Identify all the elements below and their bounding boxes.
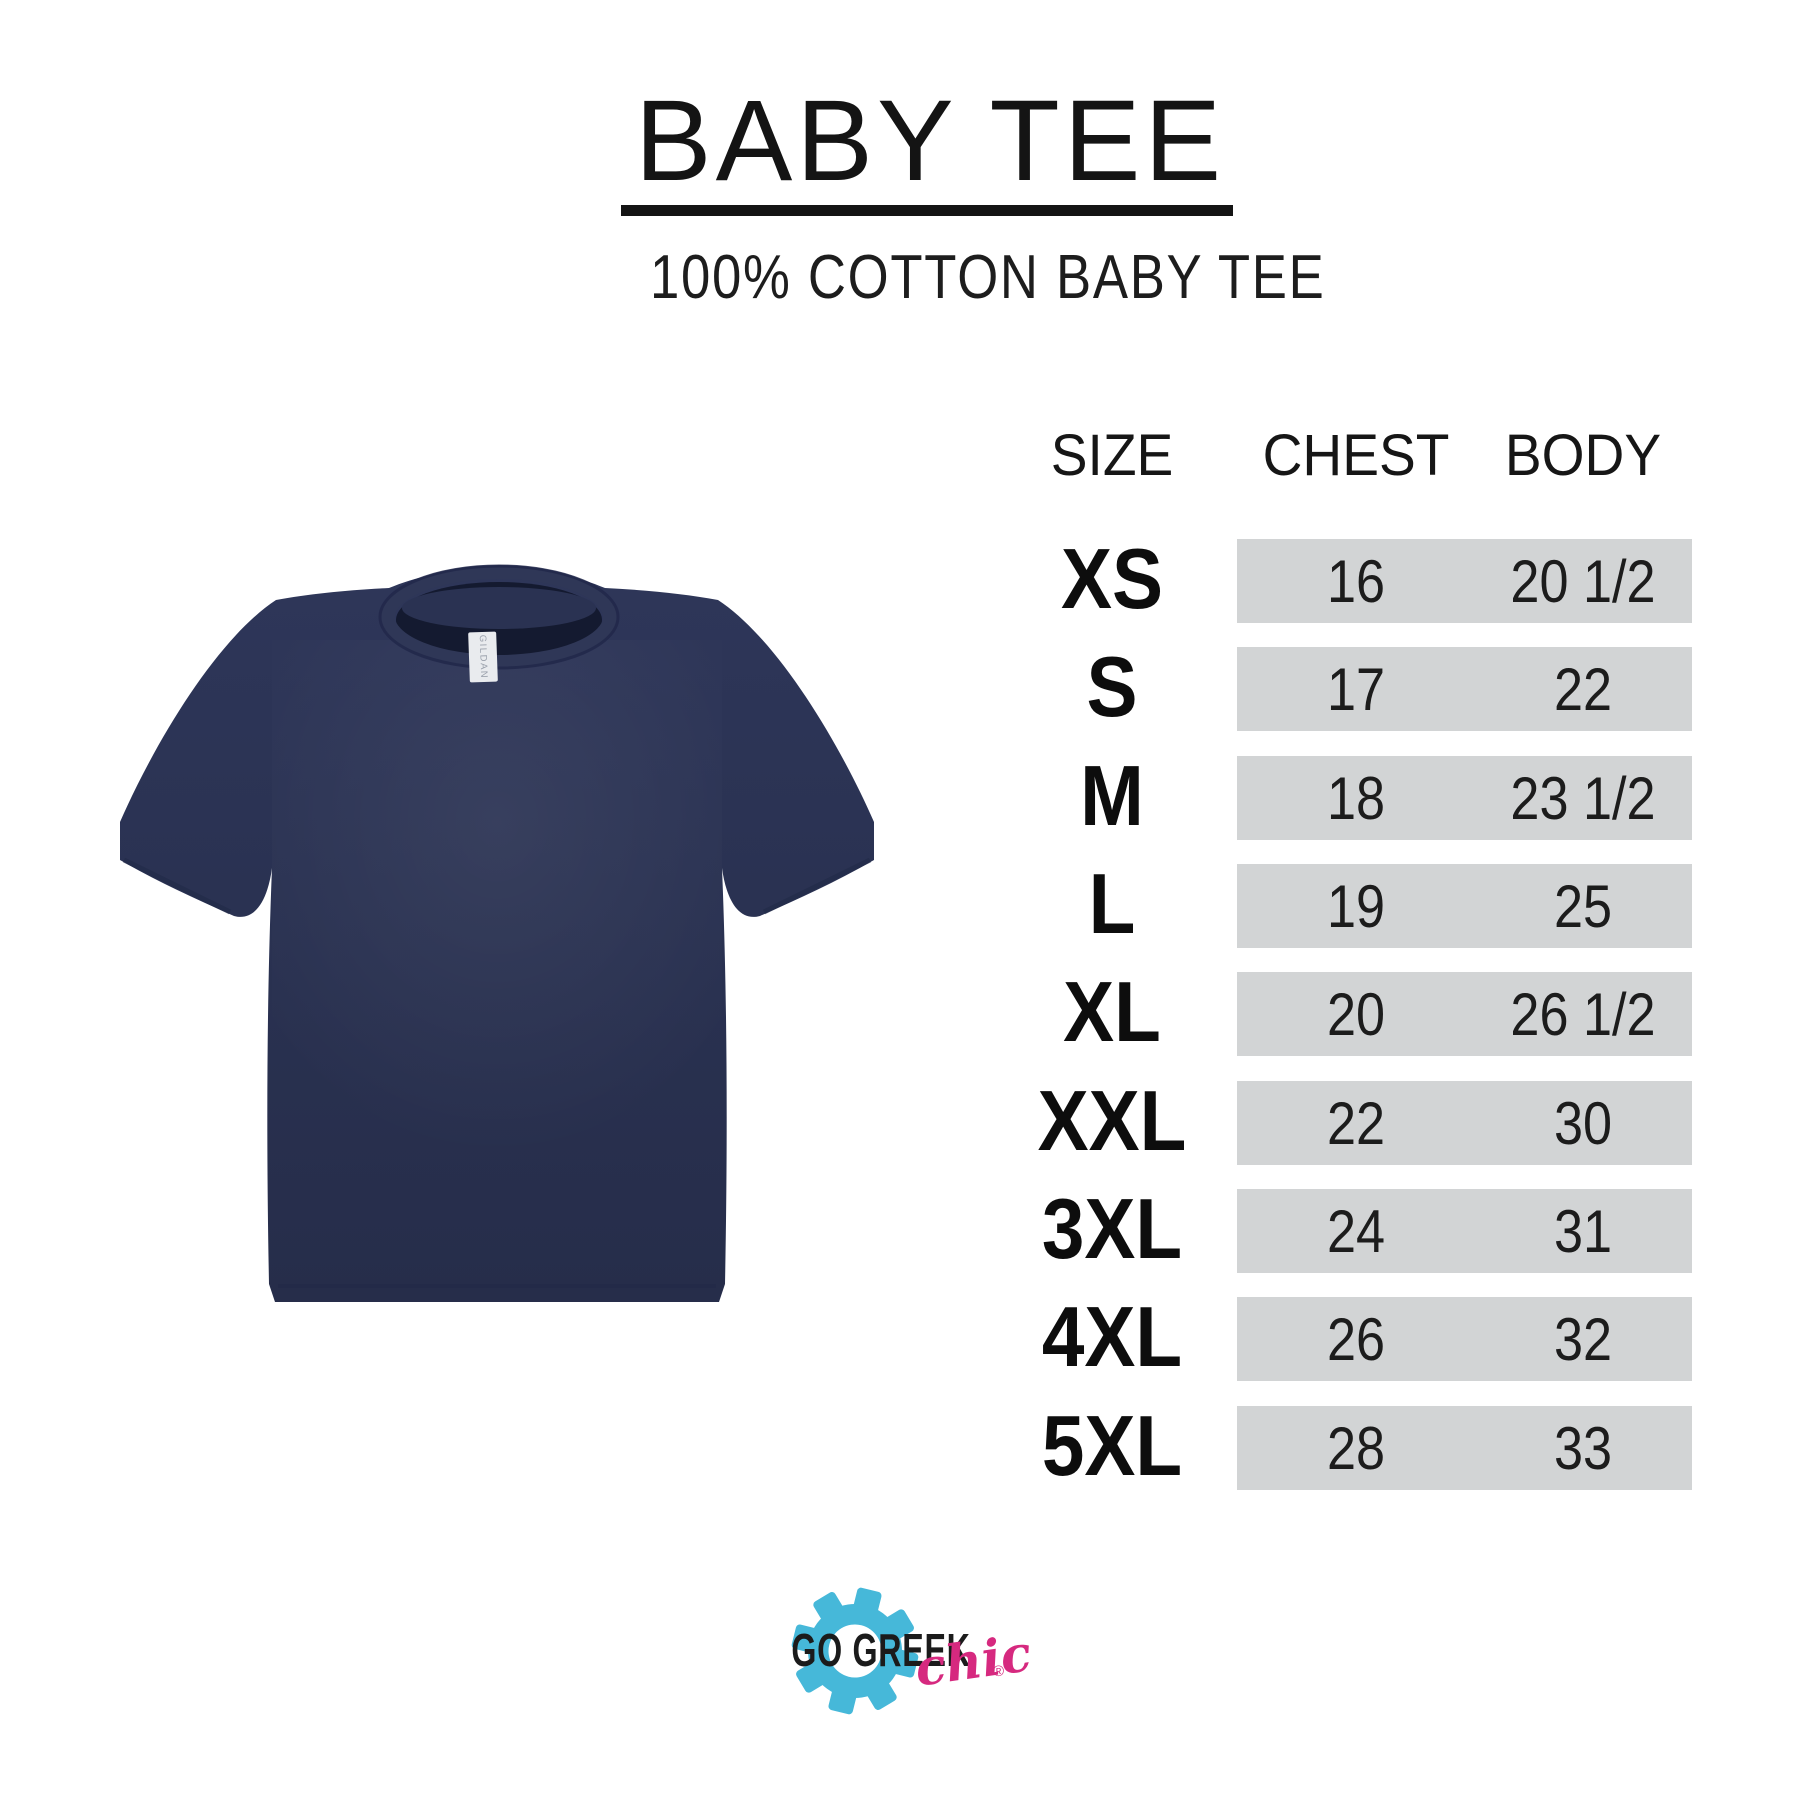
size-row-4xl: 26 32 bbox=[1237, 1297, 1692, 1381]
tshirt-product-image: GILDAN bbox=[120, 564, 874, 1302]
body-value: 22 bbox=[1553, 656, 1613, 723]
size-row-xl: 20 26 1/2 bbox=[1237, 972, 1692, 1056]
body-value: 20 1/2 bbox=[1510, 548, 1656, 615]
size-row-xs: 16 20 1/2 bbox=[1237, 539, 1692, 623]
size-label-xxl: XXL bbox=[1037, 1074, 1187, 1169]
size-label-xs: XS bbox=[1060, 532, 1164, 627]
title-underline bbox=[621, 205, 1233, 216]
page-title: BABY TEE bbox=[634, 77, 1226, 205]
body-value: 25 bbox=[1553, 873, 1613, 940]
body-value: 26 1/2 bbox=[1510, 981, 1656, 1048]
chest-value: 20 bbox=[1326, 981, 1386, 1048]
chest-value: 19 bbox=[1326, 873, 1386, 940]
size-label-4xl: 4XL bbox=[1041, 1290, 1183, 1385]
body-value: 23 1/2 bbox=[1510, 765, 1656, 832]
left-sleeve-seam bbox=[122, 857, 232, 915]
neck-tag-text: GILDAN bbox=[477, 635, 490, 680]
body-value: 32 bbox=[1553, 1306, 1613, 1373]
size-row-m: 18 23 1/2 bbox=[1237, 756, 1692, 840]
size-label-l: L bbox=[1088, 857, 1136, 952]
tshirt-collar bbox=[378, 564, 620, 670]
right-sleeve-seam bbox=[762, 857, 872, 915]
body-value: 33 bbox=[1553, 1415, 1613, 1482]
chest-value: 22 bbox=[1326, 1090, 1386, 1157]
chest-value: 18 bbox=[1326, 765, 1386, 832]
size-label-5xl: 5XL bbox=[1041, 1399, 1183, 1494]
size-row-3xl: 24 31 bbox=[1237, 1189, 1692, 1273]
brand-script-name: chic bbox=[911, 1623, 1035, 1698]
size-row-l: 19 25 bbox=[1237, 864, 1692, 948]
column-header-body: BODY bbox=[1504, 423, 1662, 488]
tshirt-body bbox=[120, 569, 874, 1302]
size-label-m: M bbox=[1080, 749, 1144, 844]
body-value: 30 bbox=[1553, 1090, 1613, 1157]
chest-value: 26 bbox=[1326, 1306, 1386, 1373]
brand-name: GO GREEK bbox=[791, 1624, 971, 1676]
gear-icon bbox=[791, 1587, 919, 1715]
size-row-xxl: 22 30 bbox=[1237, 1081, 1692, 1165]
chest-value: 28 bbox=[1326, 1415, 1386, 1482]
size-row-5xl: 28 33 bbox=[1237, 1406, 1692, 1490]
column-header-size: SIZE bbox=[1050, 423, 1174, 488]
registered-trademark-icon: ® bbox=[993, 1663, 1005, 1680]
size-label-3xl: 3XL bbox=[1041, 1182, 1183, 1277]
chest-value: 24 bbox=[1326, 1198, 1386, 1265]
size-label-s: S bbox=[1086, 640, 1138, 735]
page-subtitle: 100% COTTON BABY TEE bbox=[650, 243, 1326, 312]
size-label-xl: XL bbox=[1063, 965, 1161, 1060]
chest-value: 17 bbox=[1326, 656, 1386, 723]
size-row-s: 17 22 bbox=[1237, 647, 1692, 731]
column-header-chest: CHEST bbox=[1262, 423, 1450, 488]
chest-value: 16 bbox=[1326, 548, 1386, 615]
body-value: 31 bbox=[1553, 1198, 1613, 1265]
neck-tag: GILDAN bbox=[468, 631, 498, 683]
